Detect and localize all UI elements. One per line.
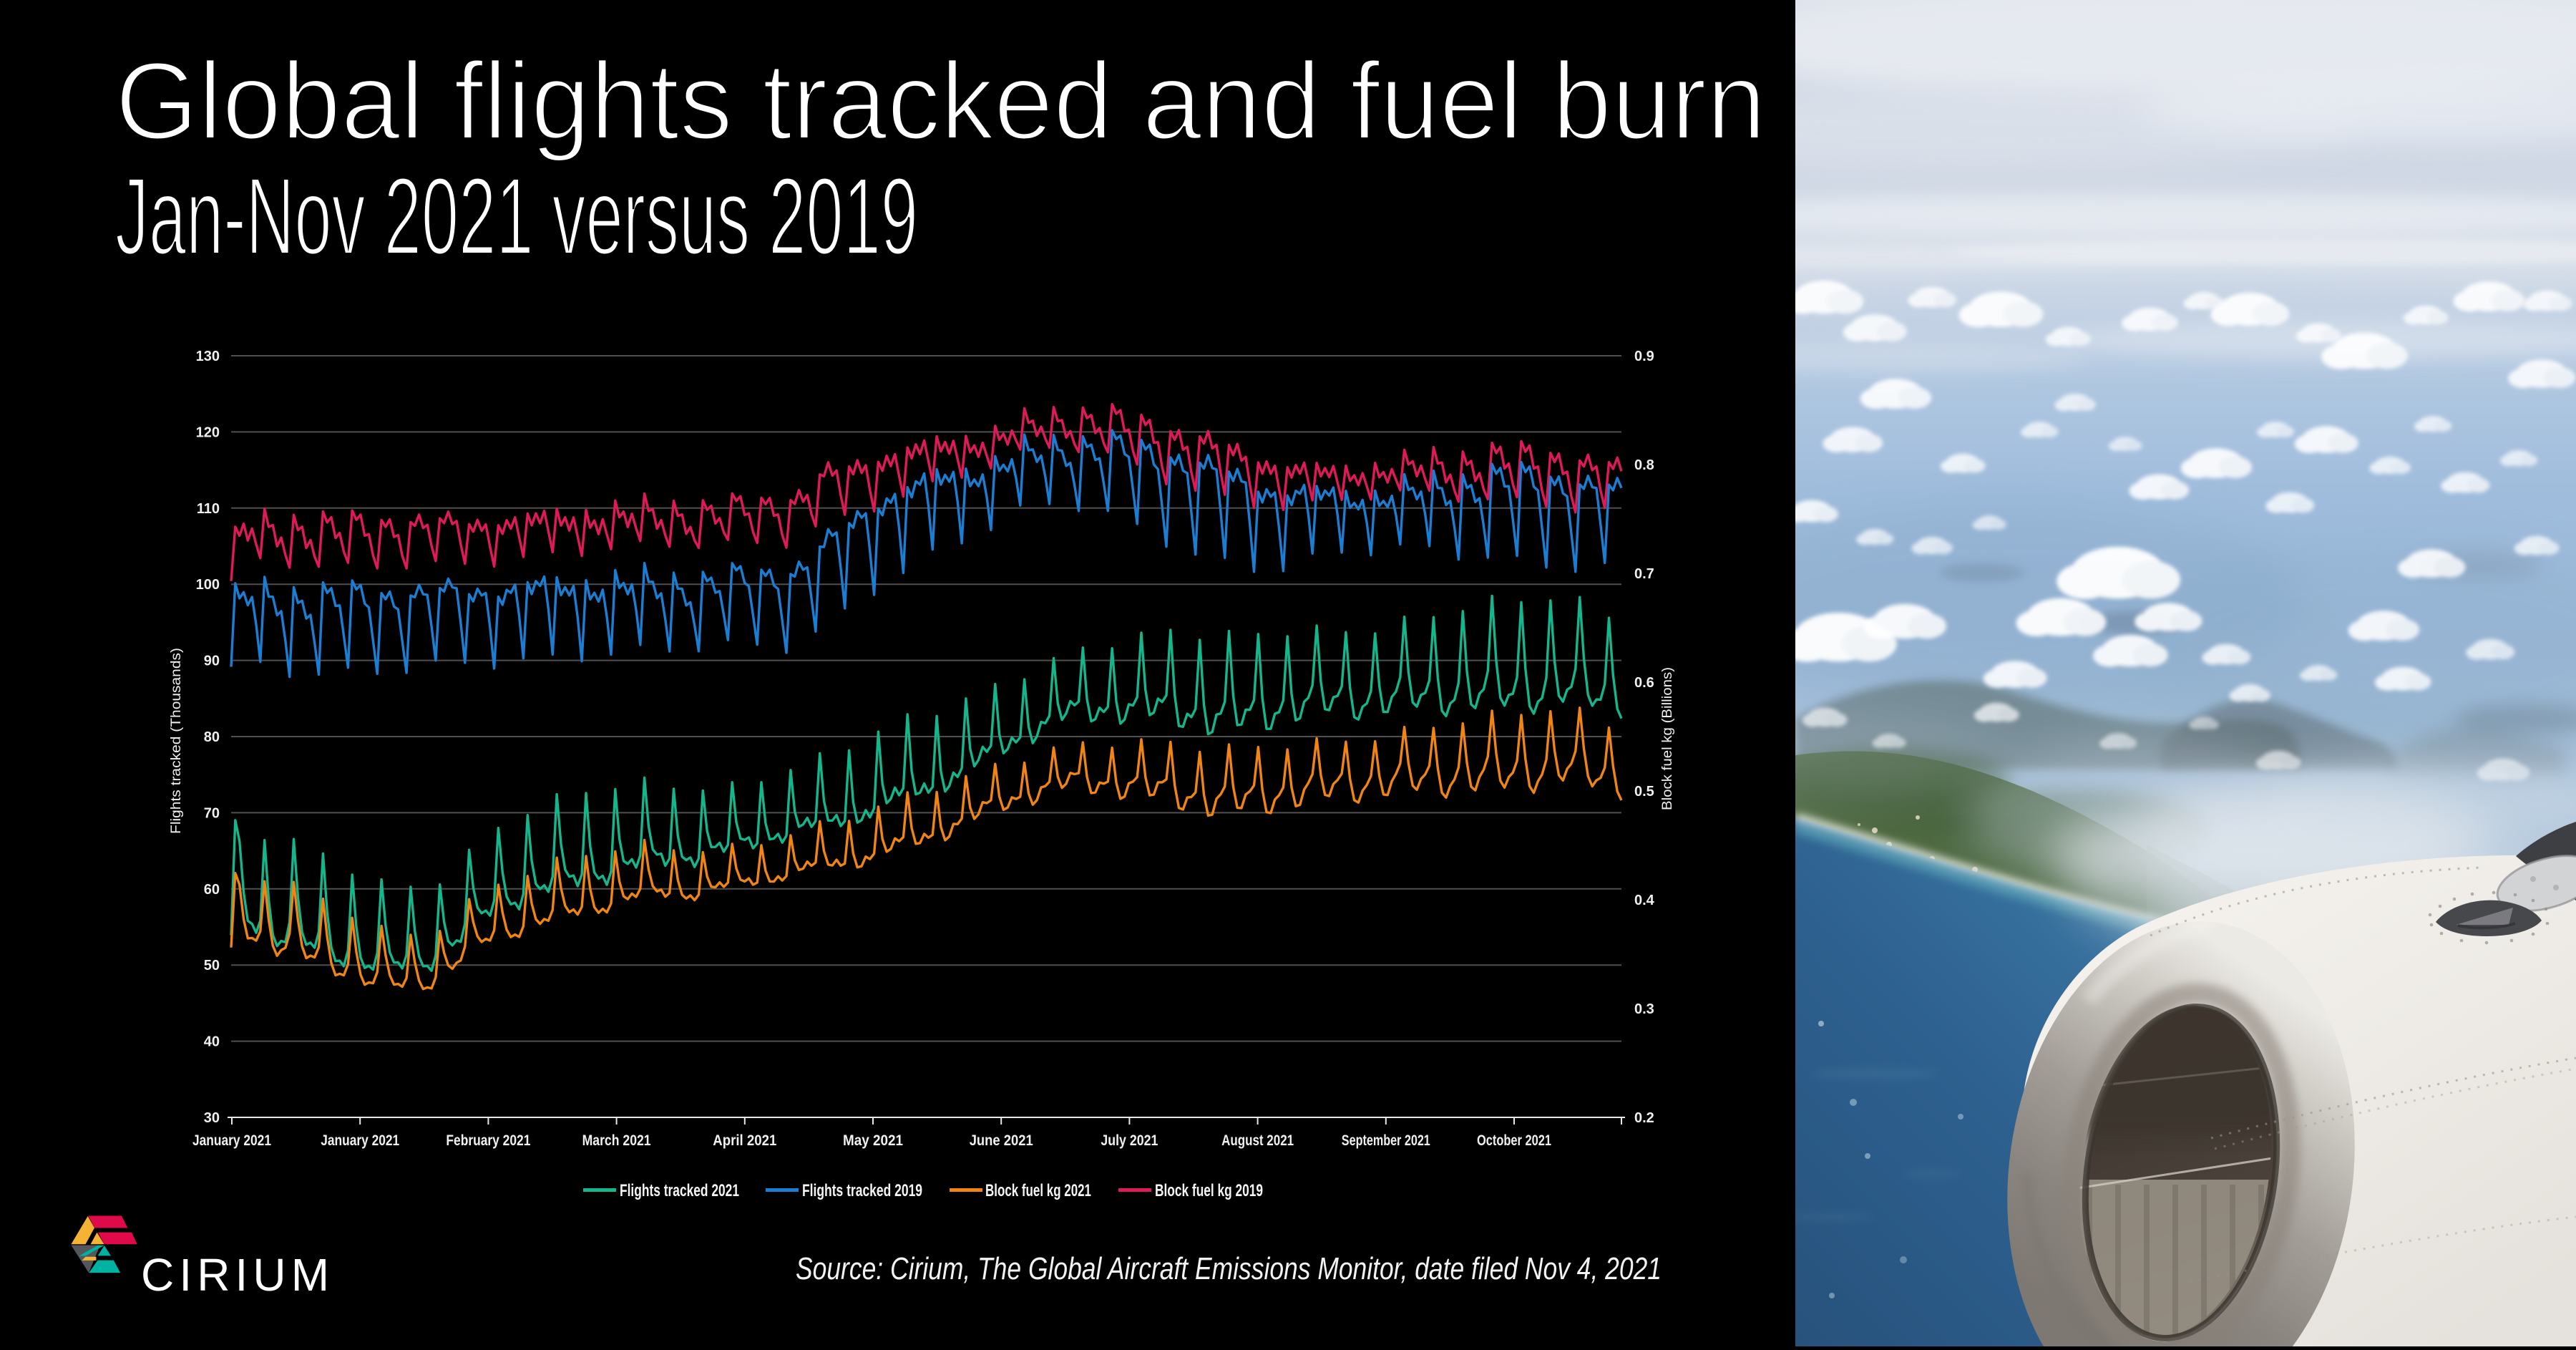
svg-text:120: 120 (196, 424, 220, 440)
svg-text:July 2021: July 2021 (1101, 1132, 1158, 1149)
svg-text:0.6: 0.6 (1634, 675, 1654, 691)
svg-text:0.2: 0.2 (1634, 1110, 1654, 1126)
svg-text:110: 110 (197, 501, 220, 517)
svg-text:Jan-Nov 2021 versus 2019: Jan-Nov 2021 versus 2019 (115, 155, 918, 278)
svg-text:70: 70 (204, 805, 220, 821)
svg-text:February 2021: February 2021 (446, 1132, 530, 1149)
svg-text:100: 100 (196, 577, 220, 593)
svg-text:0.4: 0.4 (1634, 893, 1655, 908)
svg-text:30: 30 (204, 1110, 220, 1126)
svg-text:0.5: 0.5 (1634, 784, 1654, 800)
svg-text:0.3: 0.3 (1634, 1001, 1654, 1017)
svg-text:June 2021: June 2021 (970, 1132, 1033, 1149)
svg-text:CIRIUM: CIRIUM (141, 1249, 329, 1301)
svg-text:0.8: 0.8 (1634, 457, 1654, 473)
svg-text:40: 40 (204, 1034, 220, 1050)
svg-text:Block fuel kg (Billions): Block fuel kg (Billions) (1660, 667, 1675, 810)
svg-text:March 2021: March 2021 (582, 1132, 651, 1149)
svg-text:May 2021: May 2021 (843, 1132, 903, 1149)
svg-text:60: 60 (204, 882, 220, 898)
svg-text:January 2021: January 2021 (192, 1132, 271, 1149)
svg-text:Flights tracked 2021: Flights tracked 2021 (620, 1181, 739, 1200)
svg-text:Flights tracked (Thousands): Flights tracked (Thousands) (169, 648, 184, 834)
svg-text:50: 50 (204, 958, 220, 973)
svg-text:August 2021: August 2021 (1221, 1132, 1294, 1149)
svg-text:0.9: 0.9 (1634, 349, 1654, 364)
svg-text:80: 80 (204, 729, 220, 745)
svg-text:Global flights tracked and fue: Global flights tracked and fuel burn (115, 39, 1766, 162)
svg-text:January 2021: January 2021 (321, 1132, 399, 1149)
svg-text:130: 130 (196, 349, 220, 364)
svg-text:Block fuel kg 2019: Block fuel kg 2019 (1155, 1181, 1263, 1200)
svg-text:Block fuel kg 2021: Block fuel kg 2021 (985, 1181, 1091, 1200)
svg-text:September 2021: September 2021 (1342, 1132, 1430, 1149)
svg-text:October 2021: October 2021 (1477, 1132, 1551, 1149)
svg-text:90: 90 (204, 654, 220, 669)
svg-text:Source: Cirium, The Global Air: Source: Cirium, The Global Aircraft Emis… (796, 1251, 1662, 1286)
svg-text:April 2021: April 2021 (713, 1132, 776, 1149)
svg-text:0.7: 0.7 (1634, 566, 1654, 582)
svg-text:Flights tracked 2019: Flights tracked 2019 (802, 1181, 922, 1200)
